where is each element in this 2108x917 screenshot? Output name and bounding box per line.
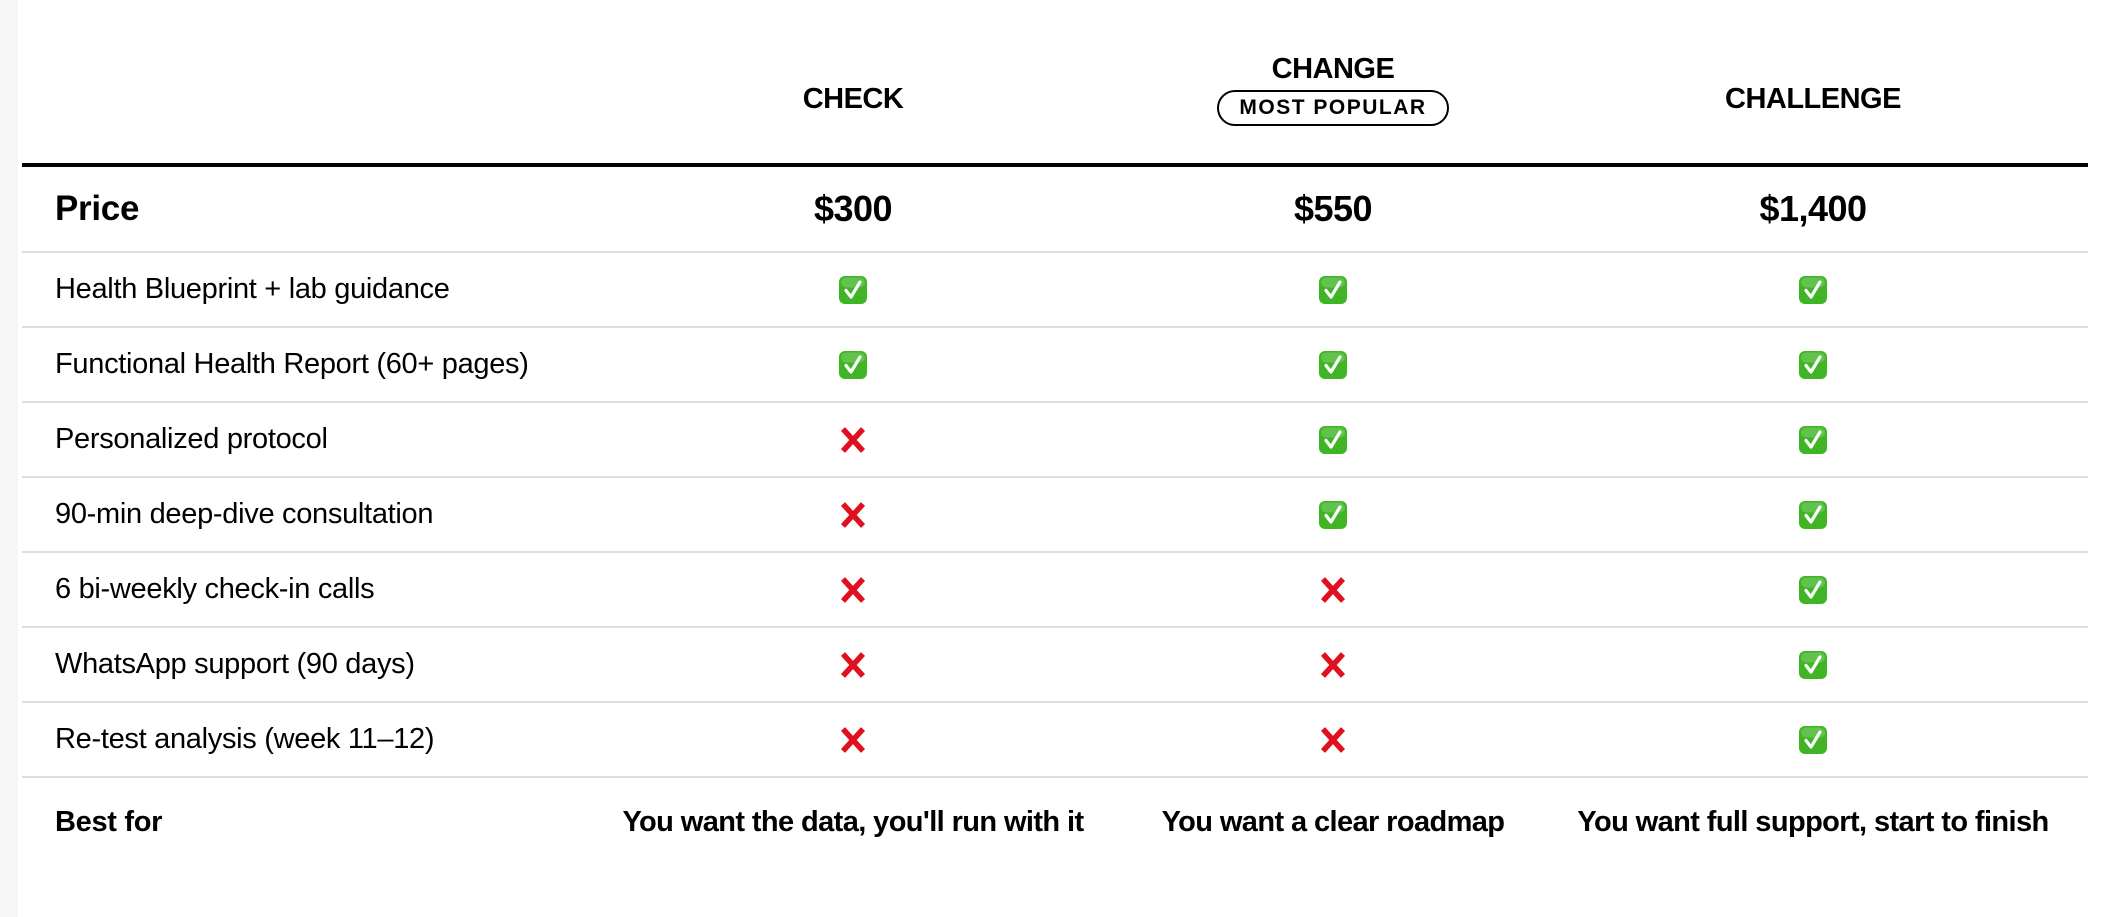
feature-challenge-cell <box>1573 350 2053 380</box>
cross-mark-icon <box>1318 650 1348 680</box>
feature-check-cell <box>613 425 1093 455</box>
feature-label: WhatsApp support (90 days) <box>55 648 415 680</box>
cross-mark-icon <box>838 650 868 680</box>
check-mark-button-icon <box>1798 575 1828 605</box>
feature-row: Functional Health Report (60+ pages) <box>22 328 2088 403</box>
plan-name: CHANGE <box>1271 53 1395 85</box>
pricing-comparison-table: CHECK CHANGE MOST POPULAR CHALLENGE Pric… <box>22 0 2088 866</box>
check-mark-button-icon <box>1318 275 1348 305</box>
feature-change-cell <box>1093 425 1573 455</box>
feature-change-cell <box>1093 275 1573 305</box>
price-challenge: $1,400 <box>1759 188 1867 229</box>
feature-check-cell <box>613 650 1093 680</box>
feature-label: Functional Health Report (60+ pages) <box>55 348 529 380</box>
feature-label: Health Blueprint + lab guidance <box>55 273 450 305</box>
check-mark-button-icon <box>838 350 868 380</box>
feature-label: 6 bi-weekly check-in calls <box>55 573 375 605</box>
feature-change-cell <box>1093 350 1573 380</box>
feature-challenge-cell <box>1573 575 2053 605</box>
check-mark-button-icon <box>1318 350 1348 380</box>
feature-label: Re-test analysis (week 11–12) <box>55 723 435 755</box>
check-mark-button-icon <box>1798 725 1828 755</box>
feature-row: WhatsApp support (90 days) <box>22 628 2088 703</box>
cross-mark-icon <box>838 425 868 455</box>
best-for-check: You want the data, you'll run with it <box>622 805 1084 838</box>
feature-rows: Health Blueprint + lab guidance Functiona… <box>22 253 2088 778</box>
feature-row: Personalized protocol <box>22 403 2088 478</box>
feature-label: 90-min deep-dive consultation <box>55 498 434 530</box>
feature-check-cell <box>613 725 1093 755</box>
cross-mark-icon <box>1318 575 1348 605</box>
feature-row: Health Blueprint + lab guidance <box>22 253 2088 328</box>
feature-challenge-cell <box>1573 650 2053 680</box>
check-mark-button-icon <box>1798 500 1828 530</box>
check-mark-button-icon <box>1798 425 1828 455</box>
feature-check-cell <box>613 275 1093 305</box>
feature-change-cell <box>1093 575 1573 605</box>
cross-mark-icon <box>838 725 868 755</box>
best-for-label: Best for <box>55 805 163 838</box>
best-for-challenge: You want full support, start to finish <box>1577 805 2049 838</box>
feature-row: 6 bi-weekly check-in calls <box>22 553 2088 628</box>
plan-header-change: CHANGE MOST POPULAR <box>1093 0 1573 163</box>
price-change: $550 <box>1293 188 1373 229</box>
cross-mark-icon <box>838 500 868 530</box>
check-mark-button-icon <box>838 275 868 305</box>
feature-challenge-cell <box>1573 725 2053 755</box>
feature-change-cell <box>1093 725 1573 755</box>
price-check: $300 <box>813 188 893 229</box>
best-for-row: Best for You want the data, you'll run w… <box>22 778 2088 866</box>
check-mark-button-icon <box>1318 500 1348 530</box>
feature-row: 90-min deep-dive consultation <box>22 478 2088 553</box>
plan-header-check: CHECK <box>613 0 1093 163</box>
feature-check-cell <box>613 500 1093 530</box>
page-edge <box>0 0 18 917</box>
feature-challenge-cell <box>1573 500 2053 530</box>
feature-change-cell <box>1093 500 1573 530</box>
feature-row: Re-test analysis (week 11–12) <box>22 703 2088 778</box>
plan-name: CHALLENGE <box>1725 83 1901 115</box>
feature-challenge-cell <box>1573 425 2053 455</box>
most-popular-badge: MOST POPULAR <box>1217 90 1449 126</box>
feature-label: Personalized protocol <box>55 423 328 455</box>
price-label: Price <box>55 189 140 228</box>
check-mark-button-icon <box>1798 650 1828 680</box>
check-mark-button-icon <box>1798 350 1828 380</box>
plan-name: CHECK <box>802 83 904 115</box>
plan-header-row: CHECK CHANGE MOST POPULAR CHALLENGE <box>22 0 2088 167</box>
cross-mark-icon <box>838 575 868 605</box>
check-mark-button-icon <box>1318 425 1348 455</box>
best-for-change: You want a clear roadmap <box>1161 805 1505 838</box>
cross-mark-icon <box>1318 725 1348 755</box>
price-row: Price $300 $550 $1,400 <box>22 167 2088 253</box>
check-mark-button-icon <box>1798 275 1828 305</box>
feature-change-cell <box>1093 650 1573 680</box>
plan-header-challenge: CHALLENGE <box>1573 0 2053 163</box>
feature-challenge-cell <box>1573 275 2053 305</box>
feature-check-cell <box>613 575 1093 605</box>
feature-check-cell <box>613 350 1093 380</box>
